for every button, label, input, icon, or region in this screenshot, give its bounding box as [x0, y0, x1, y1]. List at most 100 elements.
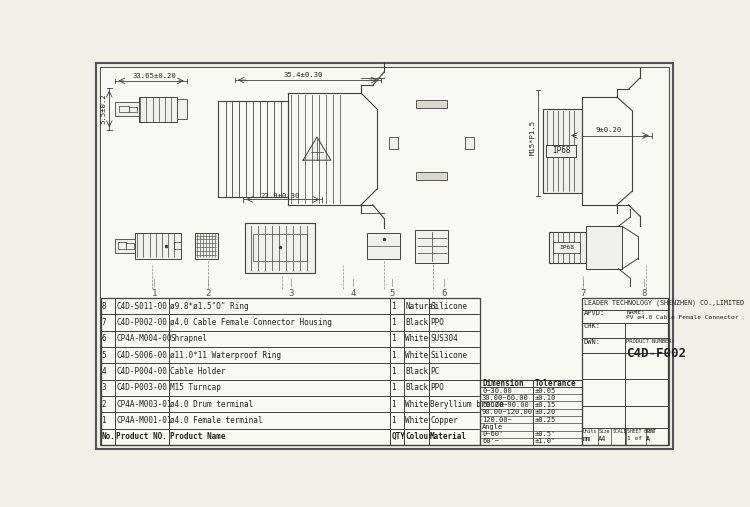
Text: Black: Black	[405, 383, 428, 392]
Text: Black: Black	[405, 318, 428, 327]
Text: Size: Size	[598, 429, 610, 434]
Text: Copper: Copper	[430, 416, 457, 425]
Text: M15 Turncap: M15 Turncap	[170, 383, 221, 392]
Text: mm: mm	[583, 436, 591, 442]
Bar	[543, 108, 582, 193]
Text: 3: 3	[101, 383, 106, 392]
Text: White: White	[405, 416, 428, 425]
Text: PPO: PPO	[430, 383, 444, 392]
Text: CP4A-M001-01: CP4A-M001-01	[116, 416, 172, 425]
Text: C4D-P003-00: C4D-P003-00	[116, 383, 167, 392]
Bar	[126, 242, 134, 249]
Text: PV ø4.0 Cable Female Connector: PV ø4.0 Cable Female Connector	[626, 315, 739, 320]
Text: REV: REV	[646, 429, 655, 434]
Text: A4: A4	[598, 436, 607, 442]
Text: ±0.05: ±0.05	[535, 387, 556, 393]
Ellipse shape	[337, 233, 350, 259]
Text: 1: 1	[392, 334, 396, 343]
Bar	[416, 100, 447, 108]
Text: ±0.15: ±0.15	[535, 402, 556, 408]
Text: ø9.8*ø1.5"O" Ring: ø9.8*ø1.5"O" Ring	[170, 302, 249, 311]
Bar	[389, 137, 398, 150]
Ellipse shape	[393, 97, 470, 190]
Bar	[582, 298, 668, 445]
Text: SHEET BLAT: SHEET BLAT	[627, 429, 656, 434]
Text: 2: 2	[206, 289, 212, 298]
Text: Silicone: Silicone	[430, 302, 467, 311]
Text: 35.4±0.30: 35.4±0.30	[284, 71, 322, 78]
Text: ø4.0 Drum terminal: ø4.0 Drum terminal	[170, 400, 254, 409]
Text: 5: 5	[101, 351, 106, 359]
Text: LEADER TECHNOLOGY (SHENZHEN) CO.,LIMITED: LEADER TECHNOLOGY (SHENZHEN) CO.,LIMITED	[584, 300, 743, 306]
Text: 1: 1	[392, 351, 396, 359]
Text: 1 of 1: 1 of 1	[627, 436, 650, 441]
Text: APVD:: APVD:	[584, 310, 604, 316]
Text: 8: 8	[101, 302, 106, 311]
Text: 30.00~60.00: 30.00~60.00	[482, 395, 529, 401]
Bar	[100, 298, 481, 445]
Text: 60.00~90.00: 60.00~90.00	[482, 402, 529, 408]
Text: 1: 1	[392, 367, 396, 376]
Text: 0~30.00: 0~30.00	[482, 387, 512, 393]
Text: Black: Black	[405, 367, 428, 376]
Text: PC: PC	[430, 367, 439, 376]
Text: Beryllium bronze: Beryllium bronze	[430, 400, 504, 409]
Bar	[116, 239, 135, 252]
Text: C4D-F002: C4D-F002	[626, 347, 686, 360]
Text: CHK:: CHK:	[584, 323, 601, 330]
Text: Natural: Natural	[405, 302, 438, 311]
Bar	[546, 145, 576, 157]
Text: 5.5±0.2: 5.5±0.2	[100, 93, 106, 124]
Text: ±0.10: ±0.10	[535, 395, 556, 401]
Text: 0~60': 0~60'	[482, 431, 503, 437]
Text: White: White	[405, 400, 428, 409]
Text: 6: 6	[101, 334, 106, 343]
Text: White: White	[405, 334, 428, 343]
Text: 1: 1	[152, 289, 157, 298]
Text: Silicone: Silicone	[430, 351, 467, 359]
Text: 9±0.20: 9±0.20	[596, 127, 622, 133]
Text: 1: 1	[392, 383, 396, 392]
Bar	[130, 107, 137, 112]
Text: ø4.0 Cable Female Connector Housing: ø4.0 Cable Female Connector Housing	[170, 318, 332, 327]
Text: 90.00~120.00: 90.00~120.00	[482, 409, 533, 415]
Text: SCALE: SCALE	[612, 429, 626, 434]
Text: 7: 7	[580, 289, 586, 298]
Text: ±0.20: ±0.20	[535, 409, 556, 415]
Text: 120.00~: 120.00~	[482, 417, 512, 423]
Bar	[253, 234, 307, 261]
Text: ±0.5': ±0.5'	[535, 431, 556, 437]
Bar	[416, 172, 447, 180]
Text: Angle: Angle	[482, 424, 503, 430]
Bar	[586, 227, 622, 269]
Bar	[465, 137, 474, 150]
Text: QTY: QTY	[392, 432, 405, 442]
Bar	[368, 233, 400, 259]
Text: 7: 7	[101, 318, 106, 327]
Text: ±1.0': ±1.0'	[535, 439, 556, 445]
Ellipse shape	[643, 232, 649, 260]
Text: Units: Units	[583, 429, 597, 434]
Text: 5: 5	[389, 289, 394, 298]
Text: 22.9±0.30: 22.9±0.30	[260, 193, 299, 199]
Ellipse shape	[420, 129, 443, 158]
Text: Product Name: Product Name	[170, 432, 226, 442]
Text: No.: No.	[101, 432, 115, 442]
Bar	[481, 380, 582, 445]
Bar	[119, 106, 129, 113]
Bar	[118, 242, 125, 249]
Text: C4D-S006-00: C4D-S006-00	[116, 351, 167, 359]
Text: 2: 2	[101, 400, 106, 409]
Bar	[135, 233, 182, 259]
Text: 60'~: 60'~	[482, 439, 499, 445]
Text: 1: 1	[392, 318, 396, 327]
Text: 6: 6	[441, 289, 447, 298]
Polygon shape	[303, 137, 331, 160]
Bar	[554, 242, 580, 252]
Text: 4: 4	[351, 289, 356, 298]
Bar	[178, 99, 187, 119]
Text: ø11.0*11 Waterproof Ring: ø11.0*11 Waterproof Ring	[170, 351, 281, 359]
Bar	[116, 102, 139, 116]
Bar	[244, 223, 315, 273]
Text: 33.65±0.20: 33.65±0.20	[133, 73, 176, 79]
